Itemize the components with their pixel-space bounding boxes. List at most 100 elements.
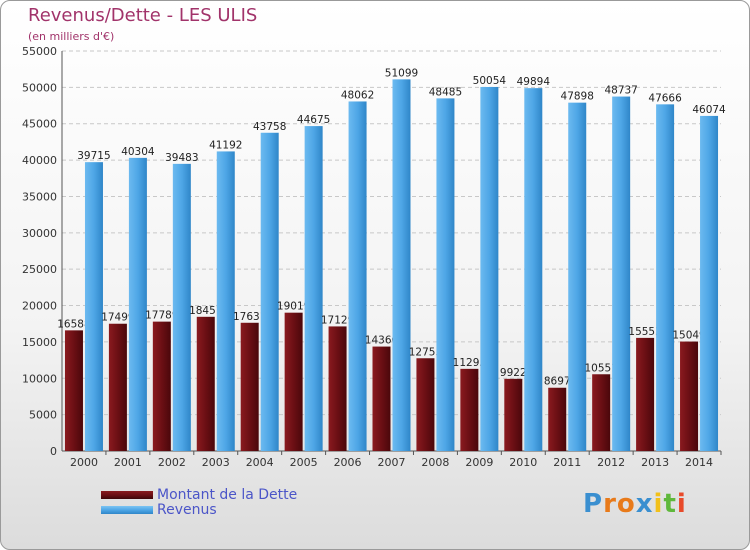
logo-letter: t	[663, 489, 677, 519]
bar-debt	[240, 322, 259, 451]
bar-debt	[196, 316, 215, 451]
x-tick-label: 2006	[334, 456, 362, 469]
x-tick-label: 2009	[465, 456, 493, 469]
y-tick-label: 40000	[22, 154, 57, 167]
data-label-revenue: 48737	[604, 85, 637, 97]
data-label-revenue: 43758	[253, 121, 286, 133]
x-tick-label: 2008	[421, 456, 449, 469]
y-tick-label: 10000	[22, 372, 57, 385]
bar-debt	[460, 368, 479, 451]
x-tick-label: 2001	[114, 456, 142, 469]
data-label-revenue: 39715	[77, 150, 110, 162]
x-tick-label: 2013	[641, 456, 669, 469]
legend-item-debt: Montant de la Dette	[101, 486, 298, 503]
data-label-debt: 16588	[57, 318, 90, 330]
logo-letter: i	[676, 489, 687, 519]
data-label-revenue: 41192	[209, 139, 242, 151]
bar-revenue	[304, 126, 323, 451]
x-tick-label: 2012	[597, 456, 625, 469]
bar-debt	[680, 341, 699, 451]
data-label-debt: 15553	[628, 326, 661, 338]
y-tick-label: 0	[50, 445, 57, 458]
x-tick-label: 2014	[685, 456, 713, 469]
data-label-revenue: 48485	[429, 86, 462, 98]
y-tick-label: 30000	[22, 227, 57, 240]
x-tick-label: 2007	[378, 456, 406, 469]
bar-revenue	[392, 79, 411, 451]
bar-debt	[372, 346, 391, 451]
bar-debt	[328, 326, 347, 451]
x-tick-label: 2004	[246, 456, 274, 469]
bar-revenue	[612, 96, 631, 452]
bar-revenue	[700, 115, 719, 451]
logo-letter: P	[583, 489, 604, 519]
bar-revenue	[524, 88, 543, 451]
logo-letter: x	[635, 489, 654, 519]
data-label-revenue: 47666	[648, 92, 682, 104]
y-tick-label: 50000	[22, 81, 57, 94]
logo-letter: r	[603, 489, 617, 519]
data-label-debt: 15049	[672, 330, 705, 342]
bar-debt	[592, 374, 611, 451]
data-label-debt: 9922	[500, 367, 527, 379]
y-tick-label: 35000	[22, 190, 57, 203]
bar-revenue	[216, 151, 235, 451]
proxiti-logo: Proxiti	[583, 489, 687, 519]
legend-item-revenue: Revenus	[101, 501, 297, 518]
bar-debt	[636, 337, 655, 451]
legend-swatch-debt	[101, 490, 153, 499]
data-label-debt: 17789	[145, 310, 178, 322]
bar-revenue	[656, 104, 675, 451]
chart-subtitle: (en milliers d'€)	[28, 30, 115, 43]
bar-debt	[504, 378, 523, 451]
data-label-revenue: 40304	[121, 146, 155, 158]
bar-debt	[152, 321, 171, 451]
data-label-debt: 17499	[101, 312, 134, 324]
bar-debt	[108, 323, 127, 451]
logo-letter: i	[653, 489, 664, 519]
data-label-debt: 11295	[453, 357, 486, 369]
data-label-revenue: 46074	[692, 104, 726, 116]
x-tick-label: 2005	[290, 456, 318, 469]
bar-revenue	[480, 86, 499, 451]
chart-title: Revenus/Dette - LES ULIS	[28, 5, 258, 26]
x-tick-label: 2002	[158, 456, 186, 469]
bar-revenue	[436, 98, 455, 451]
y-tick-label: 55000	[22, 45, 57, 58]
data-label-debt: 10551	[584, 362, 617, 374]
x-tick-label: 2000	[70, 456, 98, 469]
x-tick-label: 2010	[509, 456, 537, 469]
bar-revenue	[128, 157, 147, 451]
legend: Montant de la Dette Revenus	[101, 486, 298, 518]
bar-revenue	[260, 132, 279, 451]
data-label-revenue: 51099	[385, 67, 418, 79]
legend-label-debt: Montant de la Dette	[157, 486, 298, 503]
x-tick-label: 2003	[202, 456, 230, 469]
x-tick-label: 2011	[553, 456, 581, 469]
bar-debt	[284, 312, 303, 451]
data-label-debt: 17129	[321, 314, 354, 326]
data-label-debt: 8697	[544, 376, 571, 388]
data-label-revenue: 44675	[297, 114, 330, 126]
bar-revenue	[84, 162, 103, 451]
legend-swatch-revenue	[101, 505, 153, 514]
data-label-revenue: 39483	[165, 152, 198, 164]
legend-label-revenue: Revenus	[157, 501, 217, 518]
bar-revenue	[172, 163, 191, 452]
y-tick-label: 25000	[22, 263, 57, 276]
bar-debt	[416, 358, 435, 451]
bar-debt	[548, 387, 567, 451]
data-label-revenue: 47898	[561, 91, 594, 103]
logo-letter: o	[616, 489, 636, 519]
bar-revenue	[568, 102, 587, 451]
data-label-revenue: 49894	[517, 76, 551, 88]
data-label-debt: 17631	[233, 311, 266, 323]
data-label-debt: 12753	[409, 346, 442, 358]
bar-debt	[64, 330, 83, 451]
data-label-revenue: 48062	[341, 89, 374, 101]
data-label-debt: 19019	[277, 301, 310, 313]
data-label-debt: 18451	[189, 305, 222, 317]
y-tick-label: 20000	[22, 300, 57, 313]
